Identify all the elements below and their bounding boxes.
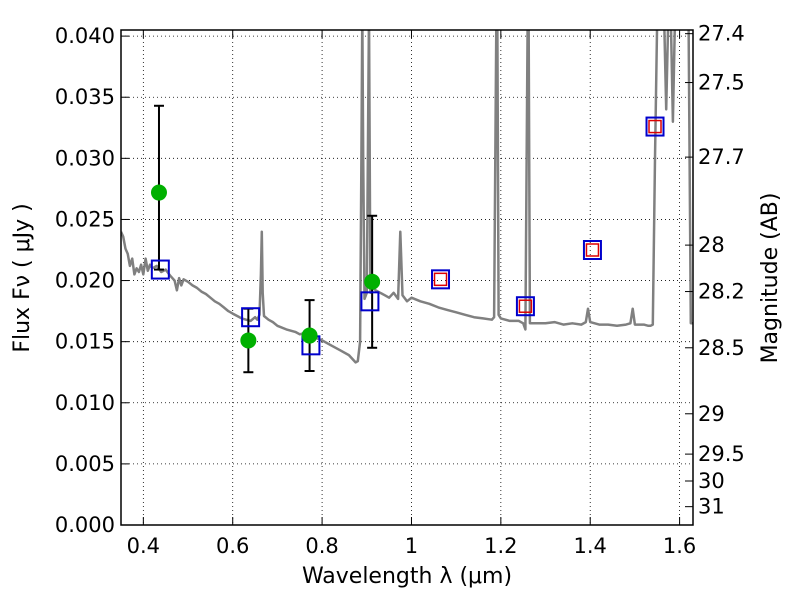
x-tick-label: 0.8: [305, 534, 338, 558]
model-point-inner: [433, 272, 448, 287]
observed-point: [364, 273, 381, 290]
y2-tick-label: 31: [698, 495, 725, 519]
model-point-box: [431, 269, 451, 290]
model-point-inner: [585, 243, 600, 257]
y-tick-label: 0.030: [55, 146, 115, 170]
model-point-box: [582, 240, 602, 260]
plot-area: [121, 30, 693, 374]
model-point-inner: [648, 119, 662, 134]
y-tick-label: 0.035: [55, 85, 115, 109]
plot-frame: [120, 29, 694, 526]
model-point-box: [150, 259, 170, 280]
y2-tick-label: 29.5: [698, 442, 745, 466]
x-axis-label: Wavelength λ (μm): [302, 564, 512, 589]
model-point-box: [360, 291, 380, 312]
observed-points: [150, 184, 381, 349]
y2-tick-label: 28.5: [698, 336, 745, 360]
y-tick-label: 0.000: [55, 513, 115, 537]
plot-background: [121, 30, 693, 525]
y2-tick-label: 27.7: [698, 145, 745, 169]
model-point-box: [241, 307, 261, 328]
y-axis-ticks: 0.000 0.005 0.010 0.015 0.020 0.025 0.030 0.035…: [55, 24, 129, 537]
y2-tick-label: 28.2: [698, 280, 745, 304]
y2-tick-label: 27.4: [698, 22, 745, 46]
x-tick-label: 1.6: [663, 534, 696, 558]
y2-tick-label: 28: [698, 233, 725, 257]
x-tick-label: 0.4: [127, 534, 160, 558]
y-tick-label: 0.020: [55, 269, 115, 293]
y-tick-label: 0.025: [55, 207, 115, 231]
model-sed-line: [121, 30, 693, 364]
x-tick-label: 0.6: [216, 534, 249, 558]
x-tick-label: 1: [405, 534, 418, 558]
x-tick-label: 1.4: [574, 534, 607, 558]
y2-tick-label: 30: [698, 469, 725, 493]
model-point-box: [645, 116, 665, 137]
observed-point: [240, 332, 257, 349]
observed-point: [150, 184, 167, 201]
y-tick-label: 0.040: [55, 24, 115, 48]
y2-axis-label: Magnitude (AB): [758, 193, 783, 364]
y-tick-label: 0.010: [55, 391, 115, 415]
model-point-inner: [518, 299, 533, 313]
x-tick-label: 1.2: [484, 534, 517, 558]
y2-tick-label: 29: [698, 402, 725, 426]
model-point-box: [515, 296, 535, 317]
y-tick-label: 0.005: [55, 452, 115, 476]
observed-point: [301, 327, 318, 344]
y-tick-label: 0.015: [55, 330, 115, 354]
x-axis-ticks: 0.4 0.6 0.8 1 1.2 1.4 1.6: [127, 30, 696, 558]
y2-tick-label: 27.5: [698, 71, 745, 95]
y-axis-label: Flux Fν ( μJy ): [10, 203, 35, 352]
